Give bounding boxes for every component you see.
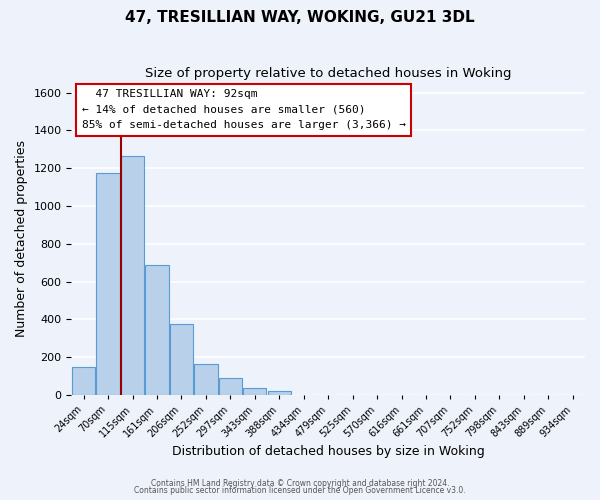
Text: 47, TRESILLIAN WAY, WOKING, GU21 3DL: 47, TRESILLIAN WAY, WOKING, GU21 3DL (125, 10, 475, 25)
Bar (219, 378, 242, 395)
Bar (72, 366, 95, 395)
Text: 47 TRESILLIAN WAY: 92sqm
← 14% of detached houses are smaller (560)
85% of semi-: 47 TRESILLIAN WAY: 92sqm ← 14% of detach… (82, 90, 406, 130)
Title: Size of property relative to detached houses in Woking: Size of property relative to detached ho… (145, 68, 511, 80)
Text: Contains HM Land Registry data © Crown copyright and database right 2024.: Contains HM Land Registry data © Crown c… (151, 478, 449, 488)
Bar (243, 388, 266, 395)
Bar (268, 391, 291, 395)
Bar (145, 266, 169, 395)
Bar (97, 173, 120, 395)
Bar (194, 364, 218, 395)
Text: Contains public sector information licensed under the Open Government Licence v3: Contains public sector information licen… (134, 486, 466, 495)
Y-axis label: Number of detached properties: Number of detached properties (15, 140, 28, 338)
Bar (121, 156, 144, 395)
Bar (170, 324, 193, 395)
X-axis label: Distribution of detached houses by size in Woking: Distribution of detached houses by size … (172, 444, 485, 458)
